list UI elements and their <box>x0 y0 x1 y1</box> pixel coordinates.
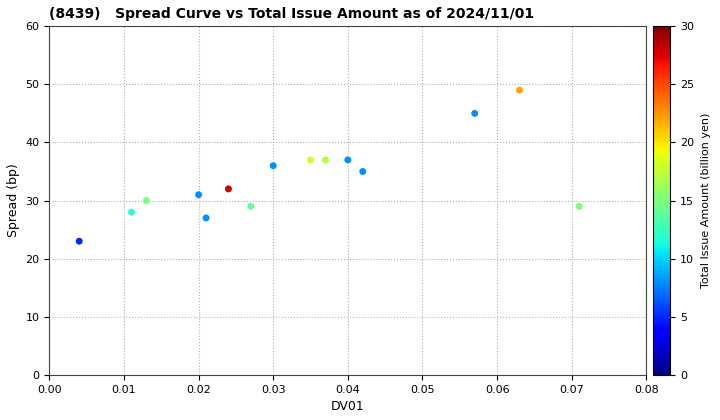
Point <box>267 162 279 169</box>
Y-axis label: Spread (bp): Spread (bp) <box>7 164 20 237</box>
Point <box>73 238 85 244</box>
Point <box>357 168 369 175</box>
Point <box>140 197 152 204</box>
Point <box>245 203 256 210</box>
Point <box>126 209 138 215</box>
Point <box>573 203 585 210</box>
Point <box>222 186 234 192</box>
Point <box>193 192 204 198</box>
Point <box>469 110 480 117</box>
Text: (8439)   Spread Curve vs Total Issue Amount as of 2024/11/01: (8439) Spread Curve vs Total Issue Amoun… <box>50 7 534 21</box>
X-axis label: DV01: DV01 <box>331 400 365 413</box>
Y-axis label: Total Issue Amount (billion yen): Total Issue Amount (billion yen) <box>701 113 711 288</box>
Point <box>200 215 212 221</box>
Point <box>342 157 354 163</box>
Point <box>305 157 316 163</box>
Point <box>514 87 526 94</box>
Point <box>320 157 331 163</box>
